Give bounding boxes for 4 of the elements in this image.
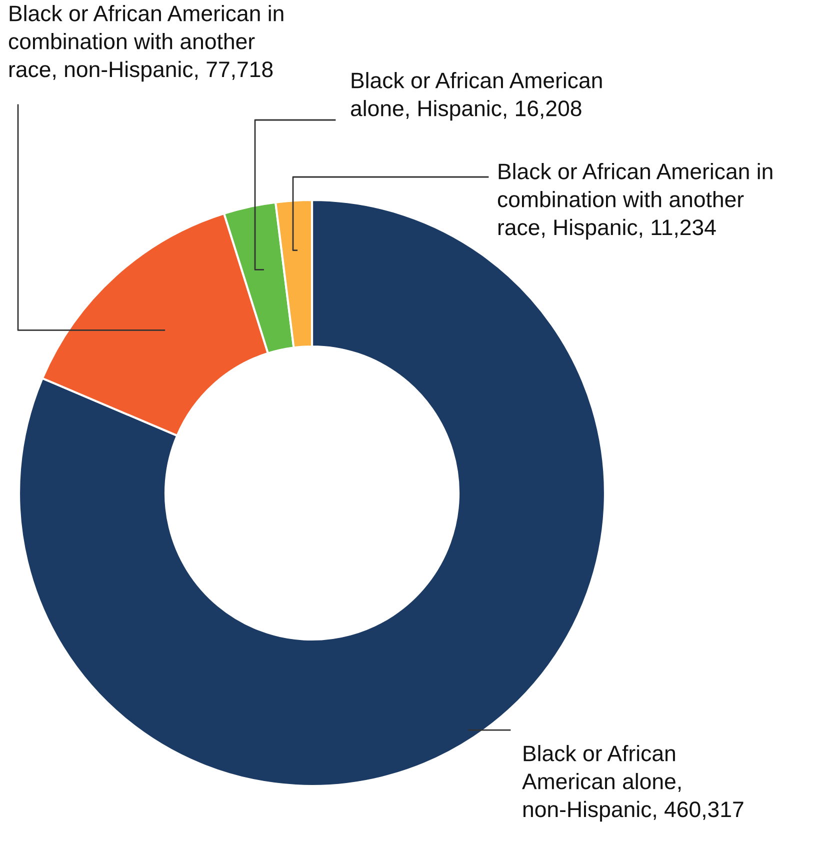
slice-label: Black or African American in combination with another race, Hispanic, 11,234 <box>498 163 772 240</box>
slice-label: Black or African American in combination with another race, non-Hispanic, 77,718 <box>8 5 284 82</box>
slice-label: Black or African American alone, Hispanic, 16,208 <box>350 72 602 121</box>
slice-label: Black or African American alone, non-Hispanic, 460,317 <box>522 745 744 822</box>
